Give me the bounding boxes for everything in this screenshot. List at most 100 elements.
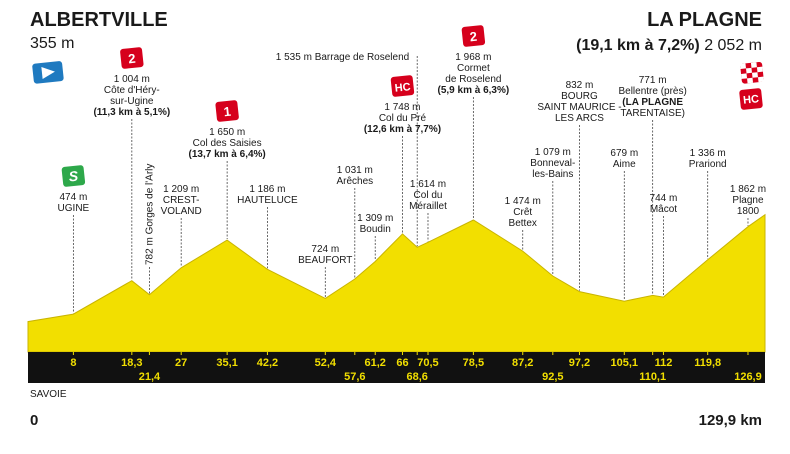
x-tick-label: 21,4 xyxy=(139,371,161,383)
category-badge: 1 xyxy=(215,100,239,122)
waypoint-label: 1 650 m xyxy=(209,127,245,138)
waypoint-label: 1 079 m xyxy=(535,147,571,158)
waypoint-label: 1 209 m xyxy=(163,184,199,195)
waypoint-label: BEAUFORT xyxy=(298,255,352,266)
x-tick-label: 61,2 xyxy=(365,357,386,369)
waypoint-label: 474 m xyxy=(59,192,87,203)
badge-shape xyxy=(739,88,763,110)
badge-shape xyxy=(215,100,239,122)
waypoint-label: Col du Pré xyxy=(379,113,427,124)
x-tick-label: 35,1 xyxy=(216,357,237,369)
total-distance: 129,9 km xyxy=(699,412,762,429)
waypoint-label: Col des Saisies xyxy=(193,138,262,149)
distance-bar xyxy=(28,352,765,383)
waypoint-label: sur-Ugine xyxy=(110,96,154,107)
x-tick-label: 87,2 xyxy=(512,357,533,369)
waypoint-label: (12,6 km à 7,7%) xyxy=(364,124,441,135)
waypoint-label: 832 m xyxy=(566,80,594,91)
badge-label: 2 xyxy=(469,29,478,45)
x-tick-label: 8 xyxy=(70,357,76,369)
sprint-badge: S xyxy=(61,165,86,187)
waypoint-label: TARENTAISE) xyxy=(620,108,685,119)
badge-shape xyxy=(120,47,144,69)
waypoint-label: 1 535 m Barrage de Roselend xyxy=(276,52,409,63)
waypoint-label: Côte d'Héry- xyxy=(104,85,160,96)
category-badge: 2 xyxy=(120,47,144,69)
finish-detail: (19,1 km à 7,2%) xyxy=(576,37,700,54)
start-flag xyxy=(32,61,64,84)
waypoint-label: 771 m xyxy=(639,75,667,86)
x-tick-label: 66 xyxy=(396,357,408,369)
waypoint-label: 1 614 m xyxy=(410,179,446,190)
waypoint-label: Mâcot xyxy=(650,204,677,215)
waypoint-label: 1 862 m xyxy=(730,184,766,195)
waypoint-label: Bellentre (près) xyxy=(618,86,686,97)
waypoint-label: HAUTELUCE xyxy=(237,195,298,206)
x-tick-label: 119,8 xyxy=(694,357,721,369)
waypoint-label: Aime xyxy=(613,159,636,170)
waypoint-label: Col du xyxy=(414,190,443,201)
x-tick-label: 68,6 xyxy=(406,371,427,383)
waypoint-label: Boudin xyxy=(360,224,391,235)
start-name: ALBERTVILLE xyxy=(30,9,168,31)
waypoint-label: 744 m xyxy=(650,193,678,204)
profile-area xyxy=(27,213,766,353)
x-tick-label: 97,2 xyxy=(569,357,590,369)
waypoint-label: 1 186 m xyxy=(249,184,285,195)
x-tick-label: 57,6 xyxy=(344,371,365,383)
waypoint-label: CREST- xyxy=(163,195,200,206)
x-tick-label: 52,4 xyxy=(315,357,337,369)
waypoint-label: BOURG xyxy=(561,91,598,102)
waypoint-label: 1 748 m xyxy=(384,102,420,113)
waypoint-label: 679 m xyxy=(610,148,638,159)
waypoint-label: UGINE xyxy=(58,203,90,214)
waypoint-label: (5,9 km à 6,3%) xyxy=(438,85,510,96)
finish-altitude: 2 052 m xyxy=(704,37,762,54)
waypoint-label: (11,3 km à 5,1%) xyxy=(93,107,170,118)
x-tick-label: 112 xyxy=(655,357,673,369)
x-tick-label: 42,2 xyxy=(257,357,278,369)
waypoint-label: 1 474 m xyxy=(505,196,541,207)
waypoint-label: Cormet xyxy=(457,63,490,74)
waypoint-label: de Roselend xyxy=(445,74,501,85)
x-tick-label: 78,5 xyxy=(463,357,484,369)
waypoint-label: Plagne xyxy=(732,195,764,206)
badge-shape xyxy=(461,25,486,47)
x-tick-label: 92,5 xyxy=(542,371,563,383)
badge-label: S xyxy=(68,167,80,184)
waypoint-label: (13,7 km à 6,4%) xyxy=(189,149,266,160)
waypoint-label: Bonneval- xyxy=(530,158,575,169)
waypoint-label: 1 968 m xyxy=(455,52,491,63)
waypoint-label: 1800 xyxy=(737,206,760,217)
waypoint-label: les-Bains xyxy=(532,169,573,180)
badge-label: 2 xyxy=(127,51,136,67)
waypoint-label: VOLAND xyxy=(161,206,202,217)
waypoint-label: 1 004 m xyxy=(114,74,150,85)
waypoint-label: 782 m Gorges de l'Arly xyxy=(144,164,155,265)
waypoint-label: 1 031 m xyxy=(337,165,373,176)
badge-shape xyxy=(61,165,86,187)
x-tick-label: 105,1 xyxy=(611,357,639,369)
x-tick-label: 18,3 xyxy=(121,357,142,369)
x-tick-label: 126,9 xyxy=(734,371,762,383)
start-altitude: 355 m xyxy=(30,35,74,52)
badge-label: HC xyxy=(394,81,411,95)
category-badge: HC xyxy=(390,75,415,97)
x-tick-label: 70,5 xyxy=(417,357,438,369)
x-tick-label: 110,1 xyxy=(639,371,666,383)
finish-line: (19,1 km à 7,2%) 2 052 m xyxy=(576,37,762,54)
waypoint-label: Bettex xyxy=(509,218,537,229)
waypoint-label: SAINT MAURICE - xyxy=(537,102,621,113)
waypoint-label: LES ARCS xyxy=(555,113,604,124)
waypoint-label: 1 336 m xyxy=(690,148,726,159)
x-tick-label: 27 xyxy=(175,357,187,369)
waypoint-label: Crêt xyxy=(513,207,532,218)
waypoint-label: Prariond xyxy=(689,159,727,170)
finish-category-badge: HC xyxy=(739,88,763,110)
start-distance: 0 xyxy=(30,412,38,429)
waypoint-label: 1 309 m xyxy=(357,213,393,224)
category-badge: 2 xyxy=(461,25,486,47)
waypoint-label: (LA PLAGNE xyxy=(622,97,683,108)
